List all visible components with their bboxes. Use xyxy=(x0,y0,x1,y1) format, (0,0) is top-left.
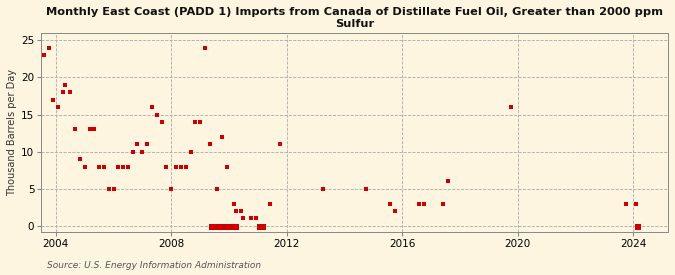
Point xyxy=(438,202,449,206)
Point xyxy=(443,179,454,184)
Point xyxy=(142,142,153,147)
Point xyxy=(226,225,237,230)
Point xyxy=(53,105,63,109)
Point xyxy=(255,225,266,230)
Y-axis label: Thousand Barrels per Day: Thousand Barrels per Day xyxy=(7,69,17,196)
Point xyxy=(48,98,59,102)
Text: Source: U.S. Energy Information Administration: Source: U.S. Energy Information Administ… xyxy=(47,260,261,270)
Point xyxy=(161,164,171,169)
Point xyxy=(166,187,177,191)
Point xyxy=(214,225,225,230)
Point xyxy=(317,187,328,191)
Point xyxy=(207,225,218,230)
Point xyxy=(99,164,109,169)
Point xyxy=(28,68,39,72)
Point xyxy=(137,150,148,154)
Point xyxy=(108,187,119,191)
Point xyxy=(43,46,54,50)
Point xyxy=(74,157,85,161)
Point xyxy=(231,209,242,213)
Point xyxy=(245,216,256,221)
Point xyxy=(418,202,429,206)
Point xyxy=(185,150,196,154)
Point xyxy=(38,53,49,57)
Point xyxy=(200,46,211,50)
Point xyxy=(250,216,261,221)
Point xyxy=(180,164,191,169)
Point xyxy=(79,164,90,169)
Point xyxy=(70,127,80,132)
Point xyxy=(195,120,206,124)
Point xyxy=(176,164,186,169)
Point xyxy=(231,225,242,230)
Point xyxy=(157,120,167,124)
Point xyxy=(274,142,285,147)
Point xyxy=(229,202,240,206)
Point xyxy=(229,225,240,230)
Point xyxy=(209,225,220,230)
Point xyxy=(211,225,222,230)
Point xyxy=(128,150,138,154)
Point xyxy=(265,202,275,206)
Point xyxy=(205,142,215,147)
Point xyxy=(31,112,42,117)
Point xyxy=(123,164,134,169)
Point xyxy=(211,187,222,191)
Point xyxy=(190,120,200,124)
Point xyxy=(221,164,232,169)
Point xyxy=(621,202,632,206)
Point xyxy=(60,83,71,87)
Point xyxy=(146,105,157,109)
Point xyxy=(389,209,400,213)
Point xyxy=(414,202,425,206)
Point xyxy=(94,164,105,169)
Point xyxy=(238,216,249,221)
Point xyxy=(171,164,182,169)
Point xyxy=(57,90,68,95)
Point xyxy=(217,225,227,230)
Point xyxy=(84,127,95,132)
Title: Monthly East Coast (PADD 1) Imports from Canada of Distillate Fuel Oil, Greater : Monthly East Coast (PADD 1) Imports from… xyxy=(46,7,663,29)
Point xyxy=(117,164,128,169)
Point xyxy=(103,187,114,191)
Point xyxy=(221,225,232,230)
Point xyxy=(223,225,234,230)
Point xyxy=(257,225,268,230)
Point xyxy=(506,105,516,109)
Point xyxy=(151,112,162,117)
Point xyxy=(385,202,396,206)
Point xyxy=(236,209,246,213)
Point xyxy=(219,225,230,230)
Point xyxy=(132,142,143,147)
Point xyxy=(633,225,644,230)
Point xyxy=(88,127,99,132)
Point xyxy=(361,187,372,191)
Point xyxy=(65,90,76,95)
Point xyxy=(113,164,124,169)
Point xyxy=(217,135,227,139)
Point xyxy=(630,202,641,206)
